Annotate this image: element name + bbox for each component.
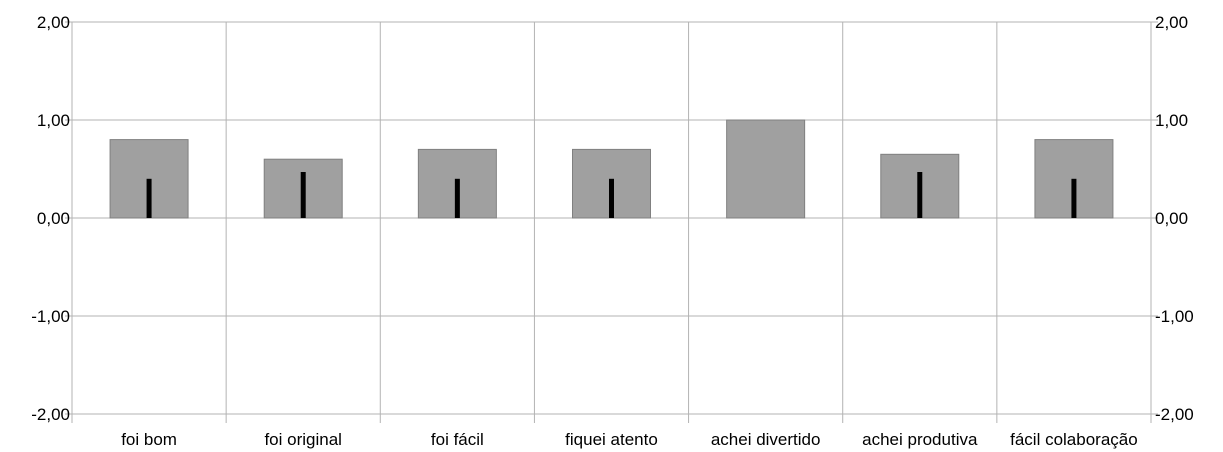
x-tick-label: achei divertido [711, 430, 821, 449]
x-tick-label: foi fácil [431, 430, 484, 449]
y-tick-label-left: -2,00 [31, 405, 70, 424]
y-tick-label-left: 2,00 [37, 13, 70, 32]
x-tick-label: foi bom [121, 430, 177, 449]
error-bars [146, 171, 1077, 218]
y-tick-label-right: 2,00 [1155, 13, 1188, 32]
y-tick-label-left: 0,00 [37, 209, 70, 228]
x-tick-label: achei produtiva [862, 430, 978, 449]
grid [71, 21, 1152, 423]
bar [726, 119, 806, 219]
y-tick-label-left: 1,00 [37, 111, 70, 130]
y-tick-label-right: 0,00 [1155, 209, 1188, 228]
y-tick-label-right: -2,00 [1155, 405, 1194, 424]
y-tick-label-right: 1,00 [1155, 111, 1188, 130]
y-tick-label-right: -1,00 [1155, 307, 1194, 326]
axes [65, 21, 1158, 415]
x-tick-label: foi original [264, 430, 342, 449]
x-tick-label: fiquei atento [565, 430, 658, 449]
x-tick-label: fácil colaboração [1010, 430, 1138, 449]
y-tick-label-left: -1,00 [31, 307, 70, 326]
labels: -2,00 -2,00 -1,00 -1,00 0,00 0,00 1,00 1,00 2,00… [31, 13, 1194, 449]
